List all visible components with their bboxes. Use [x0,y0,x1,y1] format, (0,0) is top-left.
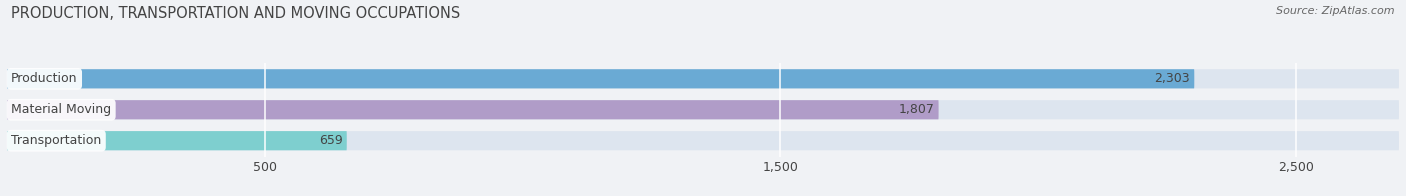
Text: Material Moving: Material Moving [11,103,111,116]
Text: Production: Production [11,72,77,85]
Text: 659: 659 [319,134,343,147]
Text: PRODUCTION, TRANSPORTATION AND MOVING OCCUPATIONS: PRODUCTION, TRANSPORTATION AND MOVING OC… [11,6,461,21]
FancyBboxPatch shape [7,69,1194,88]
FancyBboxPatch shape [7,100,939,119]
FancyBboxPatch shape [7,131,1399,150]
Text: Transportation: Transportation [11,134,101,147]
Text: 1,807: 1,807 [898,103,935,116]
FancyBboxPatch shape [7,69,1399,88]
Text: 2,303: 2,303 [1154,72,1189,85]
FancyBboxPatch shape [7,131,347,150]
Text: Source: ZipAtlas.com: Source: ZipAtlas.com [1277,6,1395,16]
FancyBboxPatch shape [7,100,1399,119]
